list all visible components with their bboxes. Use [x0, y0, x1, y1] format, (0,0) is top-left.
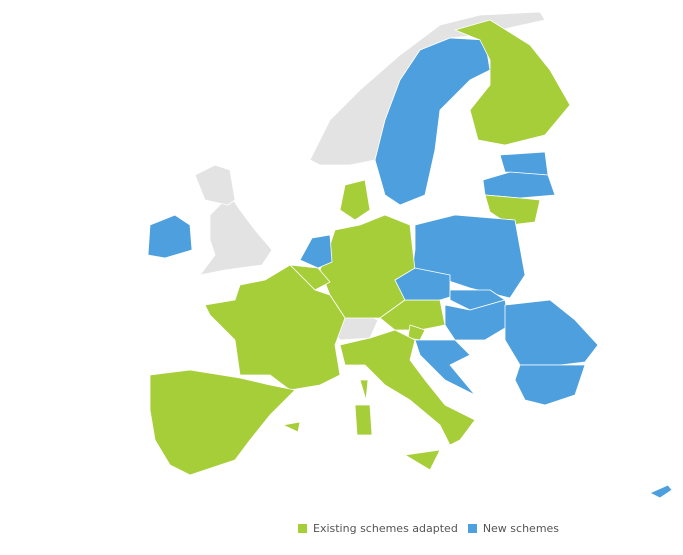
region-cyprus [649, 484, 673, 499]
legend-label: Existing schemes adapted [313, 522, 458, 535]
legend-label: New schemes [482, 522, 560, 535]
legend-item-existing: Existing schemes adapted [298, 522, 458, 535]
region-romania [504, 299, 599, 366]
region-sardinia [354, 404, 373, 436]
region-sicily [404, 449, 441, 471]
legend-item-new: New schemes [467, 522, 560, 535]
region-france [204, 264, 346, 391]
region-italy [339, 329, 476, 446]
region-croatia [414, 339, 476, 396]
region-netherlands [299, 234, 333, 269]
region-finland [454, 19, 571, 146]
region-hungary [444, 299, 511, 341]
region-corsica [359, 379, 369, 401]
region-uk [199, 194, 273, 276]
region-denmark [339, 179, 371, 221]
region-lithuania [484, 194, 541, 226]
region-latvia [482, 171, 556, 199]
region-bulgaria [514, 364, 586, 406]
legend-swatch-existing [298, 524, 307, 533]
region-spain-portugal [149, 369, 296, 476]
region-ireland [147, 214, 193, 259]
legend-swatch-new [467, 524, 477, 533]
region-scotland [194, 164, 236, 206]
legend: Existing schemes adapted New schemes [298, 522, 569, 535]
region-balearic [282, 421, 301, 433]
region-estonia [499, 151, 549, 176]
region-sweden [374, 37, 491, 206]
